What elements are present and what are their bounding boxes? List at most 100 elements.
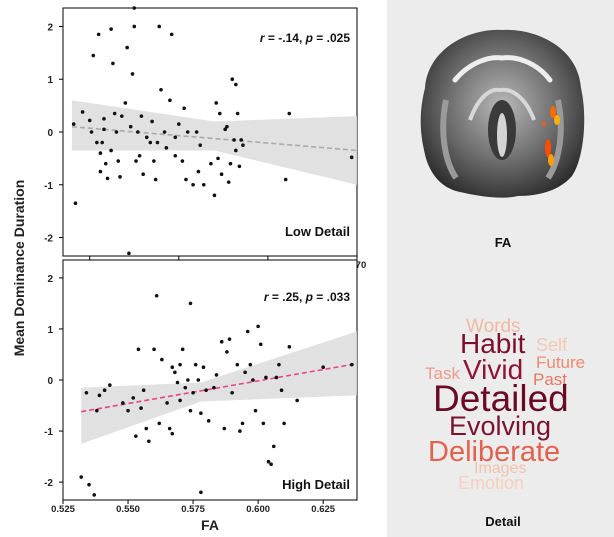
- data-point: [191, 390, 195, 395]
- data-point: [191, 182, 195, 187]
- word-cloud-word: Evolving: [449, 411, 551, 441]
- data-point: [253, 408, 258, 413]
- data-point: [214, 373, 219, 377]
- data-point: [125, 45, 129, 50]
- data-point: [128, 124, 133, 129]
- word-cloud-word: Words: [466, 316, 521, 337]
- data-point: [118, 175, 122, 179]
- correlation-annotation: r = .25, p = .033: [264, 290, 350, 304]
- data-point: [209, 161, 213, 166]
- stat-r-symbol: r: [264, 290, 270, 304]
- y-tick-label: 2: [47, 274, 53, 285]
- data-point: [173, 153, 178, 158]
- data-point: [196, 169, 201, 174]
- data-point: [97, 393, 102, 398]
- data-point: [109, 27, 113, 31]
- data-point: [206, 419, 211, 423]
- x-axis-label: FA: [201, 517, 219, 533]
- stat-p-symbol: p: [305, 290, 313, 304]
- x-tick-label: 0.600: [246, 504, 270, 515]
- x-tick-label: 0.625: [311, 504, 335, 515]
- word-cloud-word: Images: [474, 460, 526, 477]
- data-point: [112, 111, 117, 116]
- data-point: [84, 390, 89, 395]
- data-point: [105, 176, 110, 181]
- y-tick-label: 0: [47, 376, 53, 387]
- data-point: [274, 375, 279, 380]
- word-cloud-word: Vivid: [463, 354, 523, 385]
- data-point: [214, 101, 219, 105]
- data-point: [132, 24, 137, 29]
- data-point: [136, 347, 141, 352]
- word-cloud-word: Task: [425, 364, 460, 383]
- data-point: [186, 378, 190, 382]
- data-point: [182, 106, 186, 111]
- data-point: [212, 385, 216, 390]
- data-point: [121, 401, 125, 405]
- data-point: [198, 143, 202, 147]
- data-point: [248, 362, 253, 367]
- panel-label: High Detail: [282, 477, 350, 492]
- data-point: [349, 362, 354, 367]
- data-point: [123, 101, 128, 105]
- data-point: [139, 406, 143, 410]
- data-point: [91, 53, 96, 58]
- data-point: [116, 159, 121, 163]
- data-point: [141, 388, 146, 393]
- word-cloud-word: Deliberate: [428, 436, 560, 468]
- data-point: [183, 385, 188, 390]
- y-tick-label: 2: [47, 22, 53, 33]
- stat-p-value: = .025: [313, 31, 350, 45]
- data-point: [89, 130, 94, 134]
- data-point: [321, 365, 325, 370]
- word-cloud-word: Self: [536, 335, 568, 355]
- data-point: [282, 421, 286, 426]
- data-point: [239, 138, 243, 142]
- data-point: [201, 365, 206, 370]
- data-point: [164, 146, 169, 150]
- data-point: [287, 345, 292, 349]
- white-matter-tract: [545, 99, 564, 180]
- x-tick-label: 0.550: [116, 504, 140, 515]
- y-tick-label: -2: [44, 234, 53, 245]
- brain-fa-image: [420, 29, 585, 198]
- stat-p-value: = .033: [313, 290, 350, 304]
- stat-p-symbol: p: [305, 31, 313, 45]
- data-point: [147, 439, 151, 444]
- data-point: [218, 111, 222, 116]
- stat-r-value: = -.14,: [265, 31, 306, 45]
- stat-r-symbol: r: [260, 31, 266, 45]
- data-point: [264, 375, 268, 380]
- data-point: [173, 135, 178, 140]
- data-point: [144, 426, 149, 431]
- data-point: [168, 98, 172, 103]
- data-point: [108, 383, 112, 387]
- data-point: [240, 421, 245, 426]
- data-point: [157, 421, 162, 426]
- white-matter-tract: [468, 87, 536, 121]
- word-cloud-word: Emotion: [458, 473, 524, 493]
- scatter-panel-low-detail: 210-1-2 0.550.600.650.70 r = -.14, p = .…: [44, 6, 366, 271]
- data-point: [199, 490, 203, 495]
- data-point: [150, 119, 154, 124]
- data-point: [148, 140, 153, 145]
- data-point: [235, 362, 240, 367]
- data-point: [152, 347, 156, 352]
- data-point: [222, 426, 227, 431]
- white-matter-tract: [440, 99, 459, 180]
- data-point: [173, 370, 177, 375]
- data-point: [165, 401, 169, 405]
- data-point: [137, 153, 142, 158]
- data-point: [180, 347, 185, 352]
- data-point: [283, 177, 288, 182]
- data-point: [131, 396, 136, 400]
- data-point: [216, 156, 220, 161]
- regression-line: [81, 362, 358, 413]
- word-cloud-label: Detail: [485, 514, 520, 529]
- data-point: [111, 61, 115, 66]
- data-point: [295, 398, 299, 403]
- data-point: [87, 482, 91, 487]
- data-point: [79, 475, 84, 479]
- data-point: [225, 350, 229, 354]
- data-point: [237, 164, 242, 169]
